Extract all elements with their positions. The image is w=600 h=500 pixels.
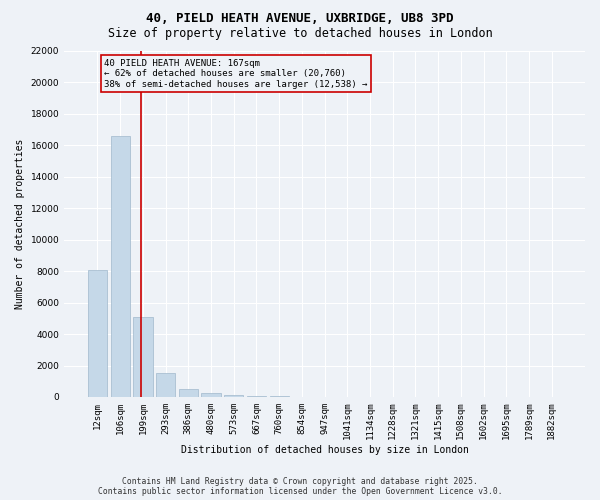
Bar: [88, 270, 107, 397]
Bar: [224, 395, 244, 397]
Text: Size of property relative to detached houses in London: Size of property relative to detached ho…: [107, 28, 493, 40]
Bar: [202, 392, 221, 397]
Text: 40, PIELD HEATH AVENUE, UXBRIDGE, UB8 3PD: 40, PIELD HEATH AVENUE, UXBRIDGE, UB8 3P…: [146, 12, 454, 26]
X-axis label: Distribution of detached houses by size in London: Distribution of detached houses by size …: [181, 445, 469, 455]
Y-axis label: Number of detached properties: Number of detached properties: [15, 139, 25, 309]
Text: 40 PIELD HEATH AVENUE: 167sqm
← 62% of detached houses are smaller (20,760)
38% : 40 PIELD HEATH AVENUE: 167sqm ← 62% of d…: [104, 59, 368, 88]
Bar: [247, 396, 266, 397]
Bar: [110, 136, 130, 397]
Text: Contains HM Land Registry data © Crown copyright and database right 2025.
Contai: Contains HM Land Registry data © Crown c…: [98, 476, 502, 496]
Bar: [179, 389, 198, 397]
Bar: [156, 374, 175, 397]
Bar: [133, 317, 152, 397]
